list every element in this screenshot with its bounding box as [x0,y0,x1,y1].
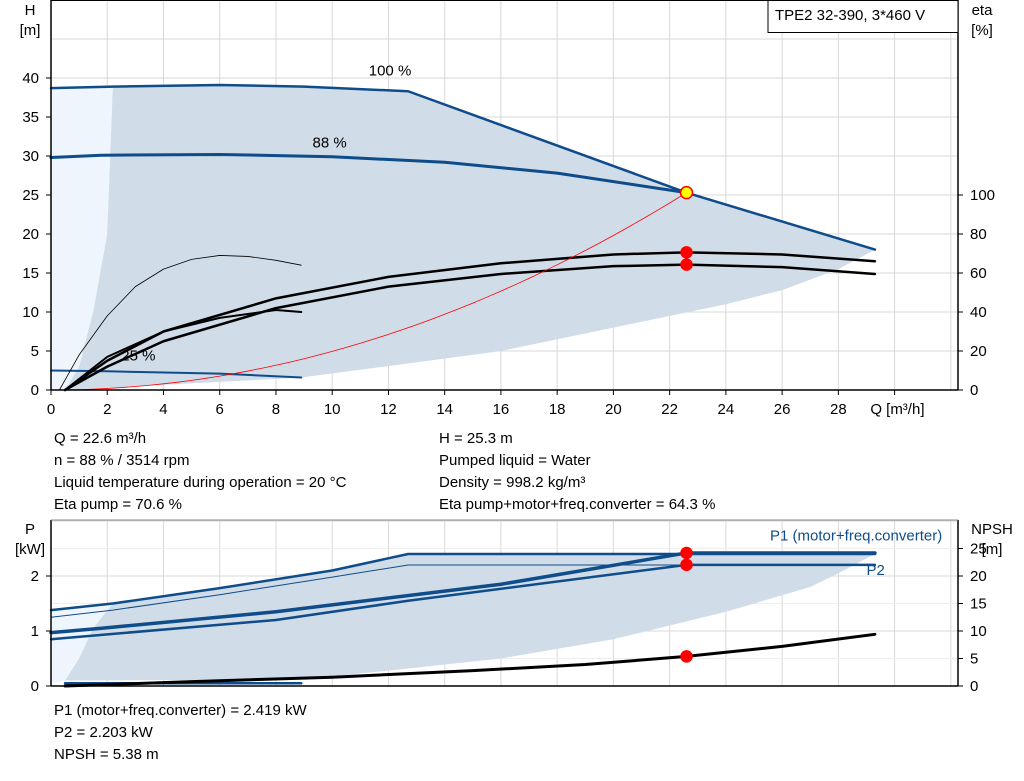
plot1-x-tick-label: 26 [774,401,791,418]
plot2-operating-point-1 [680,558,693,572]
plot1-x-tick-label: 14 [436,401,453,418]
plot1-y2-tick-label: 0 [970,382,978,399]
info-power: P1 (motor+freq.converter) = 2.419 kW P2 … [54,700,307,766]
plot1-x-tick-label: 24 [718,401,735,418]
info-flow: Q = 22.6 m³/h [54,430,147,447]
plot1-x-tick-label: 2 [103,401,111,418]
plot1-y-tick-label: 10 [22,304,39,321]
info-pumped-liquid: Pumped liquid = Water [439,452,591,469]
plot1-x-axis-label: Q [m³/h] [870,401,924,418]
info-speed: n = 88 % / 3514 rpm [54,452,190,469]
plot1-x-tick-label: 16 [493,401,510,418]
plot1-y-axis-unit: [m] [20,22,41,39]
plot1-y2-axis-unit: [%] [971,22,993,39]
info-right: H = 25.3 m Pumped liquid = Water Density… [439,428,715,516]
info-p2: P2 = 2.203 kW [54,724,153,741]
plot2-operating-point-2 [680,650,693,663]
plot1-y-tick-label: 30 [22,148,39,165]
plot1-x-tick-label: 22 [661,401,678,418]
plot1-operating-point-1 [680,246,693,259]
plot1-series-2 [50,369,303,379]
info-left: Q = 22.6 m³/h n = 88 % / 3514 rpm Liquid… [54,428,346,516]
plot2-y2-tick-label: 5 [970,651,978,668]
plot2-series-1 [50,564,876,618]
plot1-speed-label-1: 88 % [313,134,347,151]
plot1-title: TPE2 32-390, 3*460 V [775,7,925,24]
plot2-series-2 [49,551,877,635]
plot1-speed-label-0: 100 % [369,63,412,80]
plot1-series-6 [64,309,303,391]
plot1-y-axis-label: H [25,2,36,19]
plot1-x-tick-label: 18 [549,401,566,418]
plot1-y2-axis-label: eta [972,2,994,19]
plot1-series-3 [63,251,877,392]
plot2-y-axis-label: P [25,521,35,538]
plot1-operating-region [65,85,875,391]
plot2-series-3 [49,563,877,641]
plot1-series-7 [50,192,687,391]
plot1-x-tick-label: 28 [830,401,847,418]
plot1-y-tick-label: 25 [22,187,39,204]
info-head: H = 25.3 m [439,430,513,447]
plot1-x-tick-label: 12 [380,401,397,418]
plot1-x-tick-label: 6 [216,401,224,418]
plot2-y-tick-label: 1 [31,623,39,640]
info-liquid-temp: Liquid temperature during operation = 20… [54,474,347,491]
plot1-y-tick-label: 35 [22,109,39,126]
info-p1: P1 (motor+freq.converter) = 2.419 kW [54,702,307,719]
plot1-y2-tick-label: 20 [970,343,987,360]
plot1-series-4 [63,263,877,392]
plot1-operating-point-2 [680,258,693,271]
plot1-series-5 [59,255,302,391]
plot1-x-tick-label: 8 [272,401,280,418]
plot2-y-axis-unit: [kW] [15,541,45,558]
plot1-x-tick-label: 0 [47,401,55,418]
plot1-light-region [51,86,113,390]
plot2-series-5 [63,632,877,688]
plot2-legend-0: P1 (motor+freq.converter) [770,527,942,544]
info-eta-total: Eta pump+motor+freq.converter = 64.3 % [439,496,716,513]
plot2-y2-tick-label: 25 [970,541,987,558]
plot1-y-tick-label: 0 [31,382,39,399]
plot2-y2-tick-label: 10 [970,623,987,640]
plot1-title-box [767,0,959,33]
plot1-x-tick-label: 10 [324,401,341,418]
plot2-y2-tick-label: 15 [970,596,987,613]
plot1-y-tick-label: 5 [31,343,39,360]
plot1-operating-point-0 [679,185,694,200]
plot2-y2-axis-label: NPSH [971,521,1013,538]
plot1-x-tick-label: 4 [159,401,167,418]
plot1-series-1 [49,152,689,195]
plot1-y2-tick-label: 40 [970,304,987,321]
plot1-y-tick-label: 15 [22,265,39,282]
plot2-y2-tick-label: 20 [970,568,987,585]
plot2-legend-1: P2 [866,562,884,579]
info-eta-pump: Eta pump = 70.6 % [54,496,182,513]
plot2-operating-point-0 [680,546,693,560]
info-npsh: NPSH = 5.38 m [54,746,159,763]
info-density: Density = 998.2 kg/m³ [439,474,586,491]
plot1-x-tick-label: 20 [605,401,622,418]
plot1-y-tick-label: 20 [22,226,39,243]
plot2-y-tick-label: 2 [31,568,39,585]
plot2-y-tick-label: 0 [31,678,39,695]
plot1-y2-tick-label: 80 [970,226,987,243]
plot1-speed-label-2: 25 % [121,347,155,364]
plot1-y2-tick-label: 100 [970,187,995,204]
plot2-light-region [51,603,113,684]
plot2-series-0 [49,552,877,612]
plot2-operating-region [65,554,875,681]
plot1-y2-tick-label: 60 [970,265,987,282]
plot2-y2-axis-unit: [m] [982,541,1003,558]
plot1-y-tick-label: 40 [22,70,39,87]
plot2-y2-tick-label: 0 [970,678,978,695]
